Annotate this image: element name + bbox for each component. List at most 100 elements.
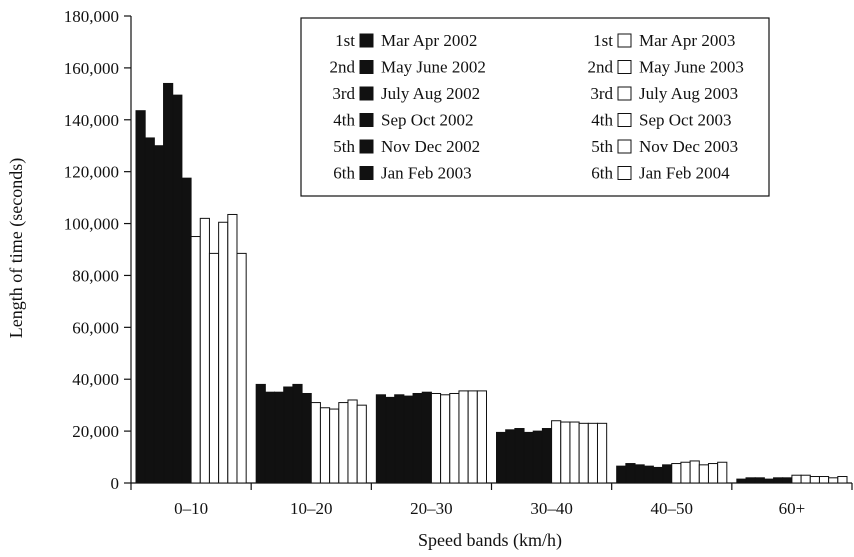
bar (643, 465, 654, 484)
bar (375, 394, 387, 484)
bar (199, 217, 210, 484)
legend-label: Sep Oct 2002 (381, 111, 474, 130)
bar (135, 110, 146, 484)
bar (172, 94, 183, 484)
bar (476, 390, 488, 484)
legend-rank: 1st (335, 31, 355, 50)
bar (818, 476, 830, 484)
bar (496, 431, 507, 484)
bar (163, 82, 174, 484)
bar (403, 395, 414, 484)
legend-swatch (359, 86, 374, 101)
x-tick-label: 20–30 (410, 499, 453, 518)
bar (458, 390, 469, 484)
bar (837, 476, 848, 484)
bar (440, 394, 451, 484)
y-tick-label: 100,000 (64, 215, 119, 234)
bar (144, 137, 155, 484)
bar (754, 477, 765, 484)
bar (283, 386, 294, 484)
legend-label: July Aug 2002 (381, 84, 480, 103)
legend-swatch (617, 86, 632, 101)
legend-label: Mar Apr 2003 (639, 31, 735, 50)
y-tick-label: 40,000 (72, 370, 119, 389)
bar (541, 428, 553, 484)
bar (717, 461, 728, 484)
x-axis-title: Speed bands (km/h) (418, 530, 562, 551)
bar (616, 465, 627, 484)
legend-label: July Aug 2003 (639, 84, 738, 103)
bar (809, 476, 820, 484)
bar (394, 394, 405, 484)
bar (736, 478, 747, 484)
bar (578, 422, 589, 484)
legend-rank: 6th (591, 164, 613, 183)
bar (467, 390, 478, 484)
legend-swatch (359, 166, 374, 180)
legend-rank: 3rd (332, 84, 355, 103)
legend-label: Nov Dec 2002 (381, 137, 480, 156)
bar (671, 463, 682, 484)
legend-swatch (617, 166, 632, 180)
legend-rank: 5th (591, 137, 613, 156)
x-axis: 0–10 10–20 20–30 30–40 40–50 60+ (130, 482, 853, 518)
bar (274, 391, 285, 484)
bar (707, 463, 719, 484)
bars (135, 82, 848, 484)
legend-box (300, 17, 770, 197)
bar (652, 466, 664, 484)
legend-rank: 6th (333, 164, 355, 183)
legend-rank: 4th (591, 111, 613, 130)
x-tick-label: 0–10 (174, 499, 208, 518)
bar (153, 145, 165, 484)
bar (347, 399, 358, 484)
y-tick-label: 20,000 (72, 422, 119, 441)
legend-swatch (617, 60, 632, 74)
bar (532, 430, 543, 484)
bar (236, 252, 247, 484)
bar (449, 392, 460, 484)
bar (227, 213, 238, 484)
legend-rank: 5th (333, 137, 355, 156)
bar (421, 391, 432, 484)
x-tick-label: 30–40 (530, 499, 573, 518)
bar (523, 431, 534, 484)
bar (689, 460, 700, 484)
legend-rank: 1st (593, 31, 613, 50)
bar (560, 421, 571, 484)
bar (319, 407, 331, 484)
legend-rank: 4th (333, 111, 355, 130)
bar (301, 392, 312, 484)
x-tick-label: 40–50 (651, 499, 694, 518)
y-axis: 0 20,000 40,000 60,000 80,000 100,000 120,000 1… (64, 7, 132, 493)
y-tick-label: 80,000 (72, 266, 119, 285)
bar (412, 392, 423, 484)
legend-swatch (617, 33, 632, 48)
legend-label: Jan Feb 2004 (639, 164, 730, 183)
bar (828, 477, 839, 484)
y-tick-label: 160,000 (64, 59, 119, 78)
bar (329, 408, 340, 484)
bar (596, 422, 608, 484)
legend-label: Nov Dec 2003 (639, 137, 738, 156)
bar (208, 252, 220, 484)
bar (385, 396, 396, 484)
bar (356, 404, 367, 484)
bar (800, 474, 811, 484)
bar (264, 391, 276, 484)
legend-swatch (359, 60, 374, 74)
bar (773, 477, 784, 484)
y-tick-label: 0 (111, 474, 120, 493)
bar (698, 464, 709, 484)
bar (587, 422, 598, 484)
bar (181, 177, 192, 484)
x-tick-label: 60+ (779, 499, 806, 518)
y-tick-label: 60,000 (72, 318, 119, 337)
legend-swatch (617, 139, 632, 154)
legend-label: May June 2002 (381, 58, 486, 77)
bar (190, 236, 201, 484)
bar (218, 221, 229, 484)
y-axis-title: Length of time (seconds) (6, 158, 27, 338)
y-tick-label: 140,000 (64, 111, 119, 130)
